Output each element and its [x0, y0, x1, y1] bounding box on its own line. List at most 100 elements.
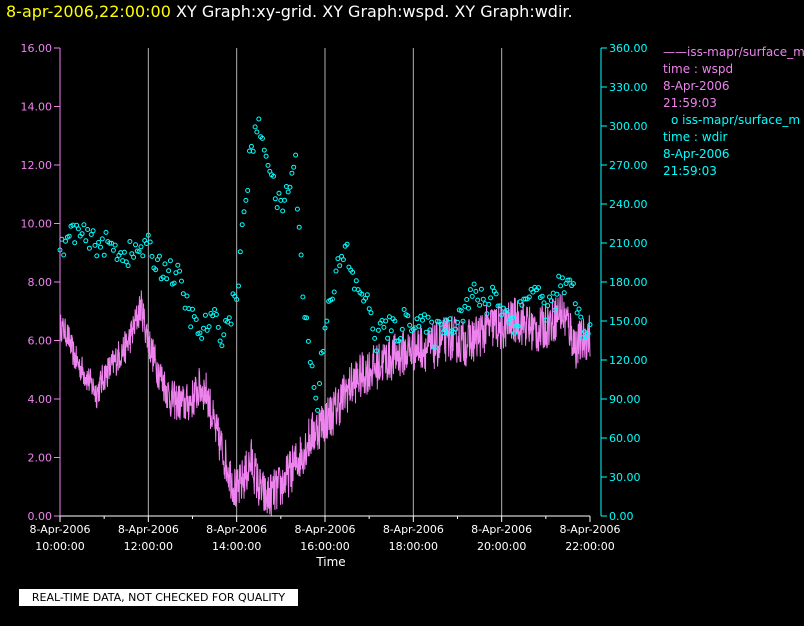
- left-tick-label: 2.00: [28, 452, 53, 465]
- wdir-point: [254, 129, 260, 135]
- x-tick-date: 8-Apr-2006: [29, 523, 90, 536]
- wdir-point: [280, 208, 286, 214]
- wdir-point: [188, 324, 194, 330]
- legend-entry-wdir: o iss-mapr/surface_m: [671, 112, 804, 129]
- legend-entry-wspd: ——iss-mapr/surface_m: [663, 44, 804, 61]
- wdir-point: [414, 316, 420, 322]
- wdir-point: [294, 206, 300, 212]
- legend-wdir-name: iss-mapr/surface_m: [682, 113, 801, 127]
- wdir-point: [469, 293, 475, 299]
- wdir-point: [228, 321, 234, 327]
- wdir-point: [199, 335, 205, 341]
- right-tick-label: 30.00: [609, 471, 641, 484]
- wdir-point: [548, 298, 554, 304]
- wdir-point: [405, 313, 411, 319]
- wdir-point: [385, 335, 391, 341]
- wdir-point: [61, 252, 67, 258]
- wdir-point: [75, 226, 81, 232]
- wdir-point: [263, 153, 269, 159]
- wdir-point: [519, 302, 525, 308]
- wdir-point: [206, 324, 212, 330]
- wdir-point: [147, 239, 153, 245]
- wdir-point: [541, 300, 547, 306]
- wdir-point: [425, 314, 431, 320]
- wdir-point: [133, 242, 138, 248]
- wdir-point: [392, 318, 398, 324]
- wdir-point: [250, 148, 256, 154]
- wdir-point: [539, 293, 545, 299]
- right-tick-label: 360.00: [609, 42, 648, 55]
- wdir-point: [375, 327, 381, 333]
- wdir-point: [582, 329, 587, 335]
- wdir-point: [201, 325, 206, 331]
- wdir-point: [110, 247, 116, 253]
- circle-marker-icon: o: [671, 113, 679, 127]
- wdir-point: [86, 245, 92, 251]
- wdir-point: [493, 291, 499, 297]
- left-tick-label: 6.00: [28, 335, 53, 348]
- wdir-point: [383, 318, 389, 324]
- legend-wdir-date: 8-Apr-2006: [663, 147, 730, 161]
- wdir-point: [432, 344, 438, 350]
- wdir-point: [523, 296, 529, 302]
- wdir-point: [112, 242, 118, 248]
- wdir-point: [98, 244, 103, 250]
- wdir-point: [497, 303, 503, 309]
- wdir-point: [486, 301, 492, 307]
- wdir-point: [234, 297, 240, 302]
- wdir-point: [370, 326, 376, 332]
- wdir-point: [490, 284, 495, 290]
- line-sample-icon: ——: [663, 45, 687, 59]
- wdir-point: [386, 314, 392, 320]
- wdir-point: [401, 307, 407, 312]
- right-tick-label: 210.00: [609, 237, 648, 250]
- wdir-point: [315, 407, 321, 413]
- left-tick-label: 12.00: [21, 159, 53, 172]
- wdir-point: [175, 262, 181, 268]
- x-tick-time: 14:00:00: [212, 540, 261, 553]
- wdir-point: [466, 305, 471, 311]
- wdir-point: [248, 143, 254, 149]
- left-tick-label: 10.00: [21, 218, 53, 231]
- wdir-point: [329, 296, 335, 302]
- legend-wdir-var: time : wdir: [663, 130, 728, 144]
- wdir-point: [344, 241, 350, 247]
- left-tick-label: 0.00: [28, 510, 53, 523]
- wdir-point: [455, 319, 460, 325]
- wdir-point: [79, 231, 85, 237]
- wdir-point: [85, 227, 91, 232]
- right-tick-label: 90.00: [609, 393, 641, 406]
- x-tick-time: 18:00:00: [389, 540, 438, 553]
- wdir-point: [438, 321, 444, 327]
- wdir-point: [90, 228, 96, 234]
- x-axis-label: Time: [315, 555, 345, 569]
- wdir-point: [153, 267, 159, 273]
- wdir-point: [180, 291, 186, 297]
- wdir-point: [166, 268, 172, 274]
- wdir-point: [101, 252, 107, 258]
- wdir-point: [460, 318, 466, 324]
- x-tick-date: 8-Apr-2006: [294, 523, 355, 536]
- wdir-point: [512, 330, 517, 336]
- wdir-point: [131, 254, 137, 260]
- wdir-point: [467, 287, 473, 293]
- wdir-point: [388, 328, 394, 334]
- left-tick-label: 14.00: [21, 101, 53, 114]
- wdir-point: [252, 124, 258, 130]
- wdir-point: [127, 239, 133, 244]
- wdir-point: [331, 289, 337, 295]
- wdir-point: [282, 197, 287, 203]
- wdir-point: [309, 363, 315, 369]
- right-tick-label: 270.00: [609, 159, 648, 172]
- legend: ——iss-mapr/surface_m time : wspd 8-Apr-2…: [663, 44, 804, 180]
- wdir-point: [545, 303, 551, 309]
- legend-wspd-name: iss-mapr/surface_m: [687, 45, 804, 59]
- wdir-point: [420, 317, 425, 323]
- wdir-point: [285, 189, 291, 195]
- x-tick-time: 22:00:00: [565, 540, 614, 553]
- wdir-point: [536, 285, 541, 291]
- wdir-point: [324, 318, 330, 324]
- wdir-point: [225, 319, 230, 325]
- wdir-point: [578, 314, 584, 320]
- wdir-point: [464, 297, 470, 302]
